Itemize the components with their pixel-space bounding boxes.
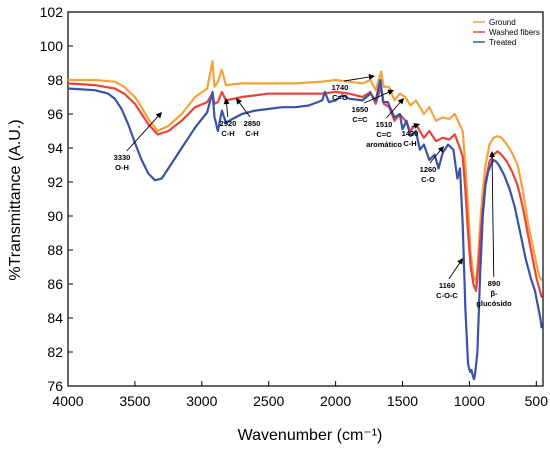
peak-label-line: 3330 (114, 153, 131, 162)
y-tick-label: 98 (47, 72, 63, 88)
legend-label: Washed fibers (489, 28, 540, 37)
series-group (67, 60, 543, 381)
arrow-line (225, 101, 229, 118)
peak-label: 1430 C-H (402, 129, 419, 148)
x-tick-label: 3500 (119, 393, 150, 409)
y-tick-label: 76 (47, 378, 63, 394)
peak-label-line: C-O-C (436, 291, 458, 300)
peak-label-line: C=C (352, 115, 368, 124)
y-axis: 76 82 84 86 88 90 92 94 96 98 100 102 (40, 4, 73, 394)
peak-label-line: 1260 (420, 165, 437, 174)
peak-annotation: 1510 C=C aromático (366, 98, 404, 149)
arrow-line (386, 100, 402, 119)
x-tick-label: 2500 (253, 393, 284, 409)
x-tick-label: 3000 (186, 393, 217, 409)
peak-label: 1160 C-O-C (436, 281, 458, 300)
peak-label-line: 890 (488, 279, 501, 288)
peak-label: 1260 C-O (420, 165, 437, 184)
peak-annotation: 1650 C=C (352, 89, 394, 124)
peak-label-line: 1430 (402, 129, 419, 138)
legend-label: Ground (489, 18, 516, 27)
y-tick-label: 90 (47, 208, 63, 224)
peak-label-line: 2920 (220, 119, 237, 128)
series-line-ground (68, 60, 543, 284)
y-tick-label: 82 (47, 344, 63, 360)
peak-label: 2920 C-H (220, 119, 237, 138)
peak-annotation: 1740 C=O (332, 74, 375, 102)
y-tick-label: 88 (47, 242, 63, 258)
peak-label-line: 1650 (352, 105, 369, 114)
peak-label-line: C-H (221, 129, 234, 138)
arrow-line (429, 148, 442, 164)
y-tick-label: 96 (47, 106, 63, 122)
series-line-treated (67, 78, 543, 381)
arrow-head (489, 151, 496, 158)
peak-label-line: 1510 (376, 120, 393, 129)
peak-annotation: 1430 C-H (402, 123, 420, 148)
peak-label-line: C-H (245, 129, 258, 138)
peak-annotation: 3330 O-H (114, 112, 162, 172)
peak-label: 1650 C=C (352, 105, 369, 124)
arrow-line (491, 154, 495, 278)
peak-label-line: 1740 (332, 83, 349, 92)
x-tick-label: 1000 (454, 393, 485, 409)
peak-label-line: glucósido (476, 299, 512, 308)
arrow-line (363, 91, 391, 104)
arrow-head (223, 98, 230, 105)
peak-label-line: aromático (366, 140, 402, 149)
x-axis: 4000 3500 3000 2500 2000 1500 1000 500 (52, 381, 548, 409)
peak-label: 3330 O-H (114, 153, 131, 172)
plot-frame (67, 11, 544, 387)
arrow-head (236, 98, 242, 105)
x-tick-label: 1500 (387, 393, 418, 409)
arrow-head (437, 146, 444, 153)
y-tick-label: 102 (40, 4, 64, 20)
y-tick-label: 92 (47, 174, 63, 190)
arrow-head (457, 258, 463, 265)
peak-label-line: β- (490, 289, 498, 298)
arrow-head (413, 123, 420, 129)
peak-label: 1740 C=O (332, 83, 349, 102)
peak-label: 890 β-glucósido (476, 279, 512, 308)
peak-annotation: 2850 C-H (236, 98, 260, 138)
peak-label: 1510 C=C aromático (366, 120, 402, 149)
peak-annotation: 890 β-glucósido (476, 151, 512, 308)
arrow-head (155, 112, 162, 119)
arrow-head (368, 74, 375, 80)
y-axis-title: %Transmittance (A.U.) (7, 119, 24, 280)
arrow-line (344, 76, 372, 82)
peak-annotation: 2920 C-H (220, 98, 237, 138)
series-line-washed-fibers (67, 82, 543, 298)
plot-area (67, 11, 544, 387)
peak-annotation: 1260 C-O (420, 146, 444, 184)
arrow-head (387, 89, 394, 96)
arrow-line (126, 114, 160, 152)
y-tick-label: 100 (40, 38, 64, 54)
x-tick-label: 2000 (320, 393, 351, 409)
y-tick-label: 94 (47, 140, 63, 156)
peak-label-line: C=O (332, 93, 348, 102)
y-tick-label: 86 (47, 276, 63, 292)
peak-label-line: C-H (403, 139, 416, 148)
arrow-head (397, 98, 404, 105)
arrow-line (238, 100, 251, 118)
peak-label-line: 2850 (244, 119, 261, 128)
peak-label-line: 1160 (439, 281, 455, 290)
y-tick-label: 84 (47, 310, 63, 326)
x-tick-label: 500 (525, 393, 549, 409)
peak-label-line: C=C (376, 130, 392, 139)
legend-label: Treated (489, 38, 516, 47)
arrow-line (448, 261, 462, 280)
peak-annotation: 1160 C-O-C (436, 258, 463, 300)
peak-label-line: C-O (421, 175, 435, 184)
peak-label: 2850 C-H (244, 119, 261, 138)
x-tick-label: 4000 (52, 393, 83, 409)
peak-label-line: O-H (115, 163, 129, 172)
x-axis-title: Wavenumber (cm⁻¹) (238, 427, 383, 444)
